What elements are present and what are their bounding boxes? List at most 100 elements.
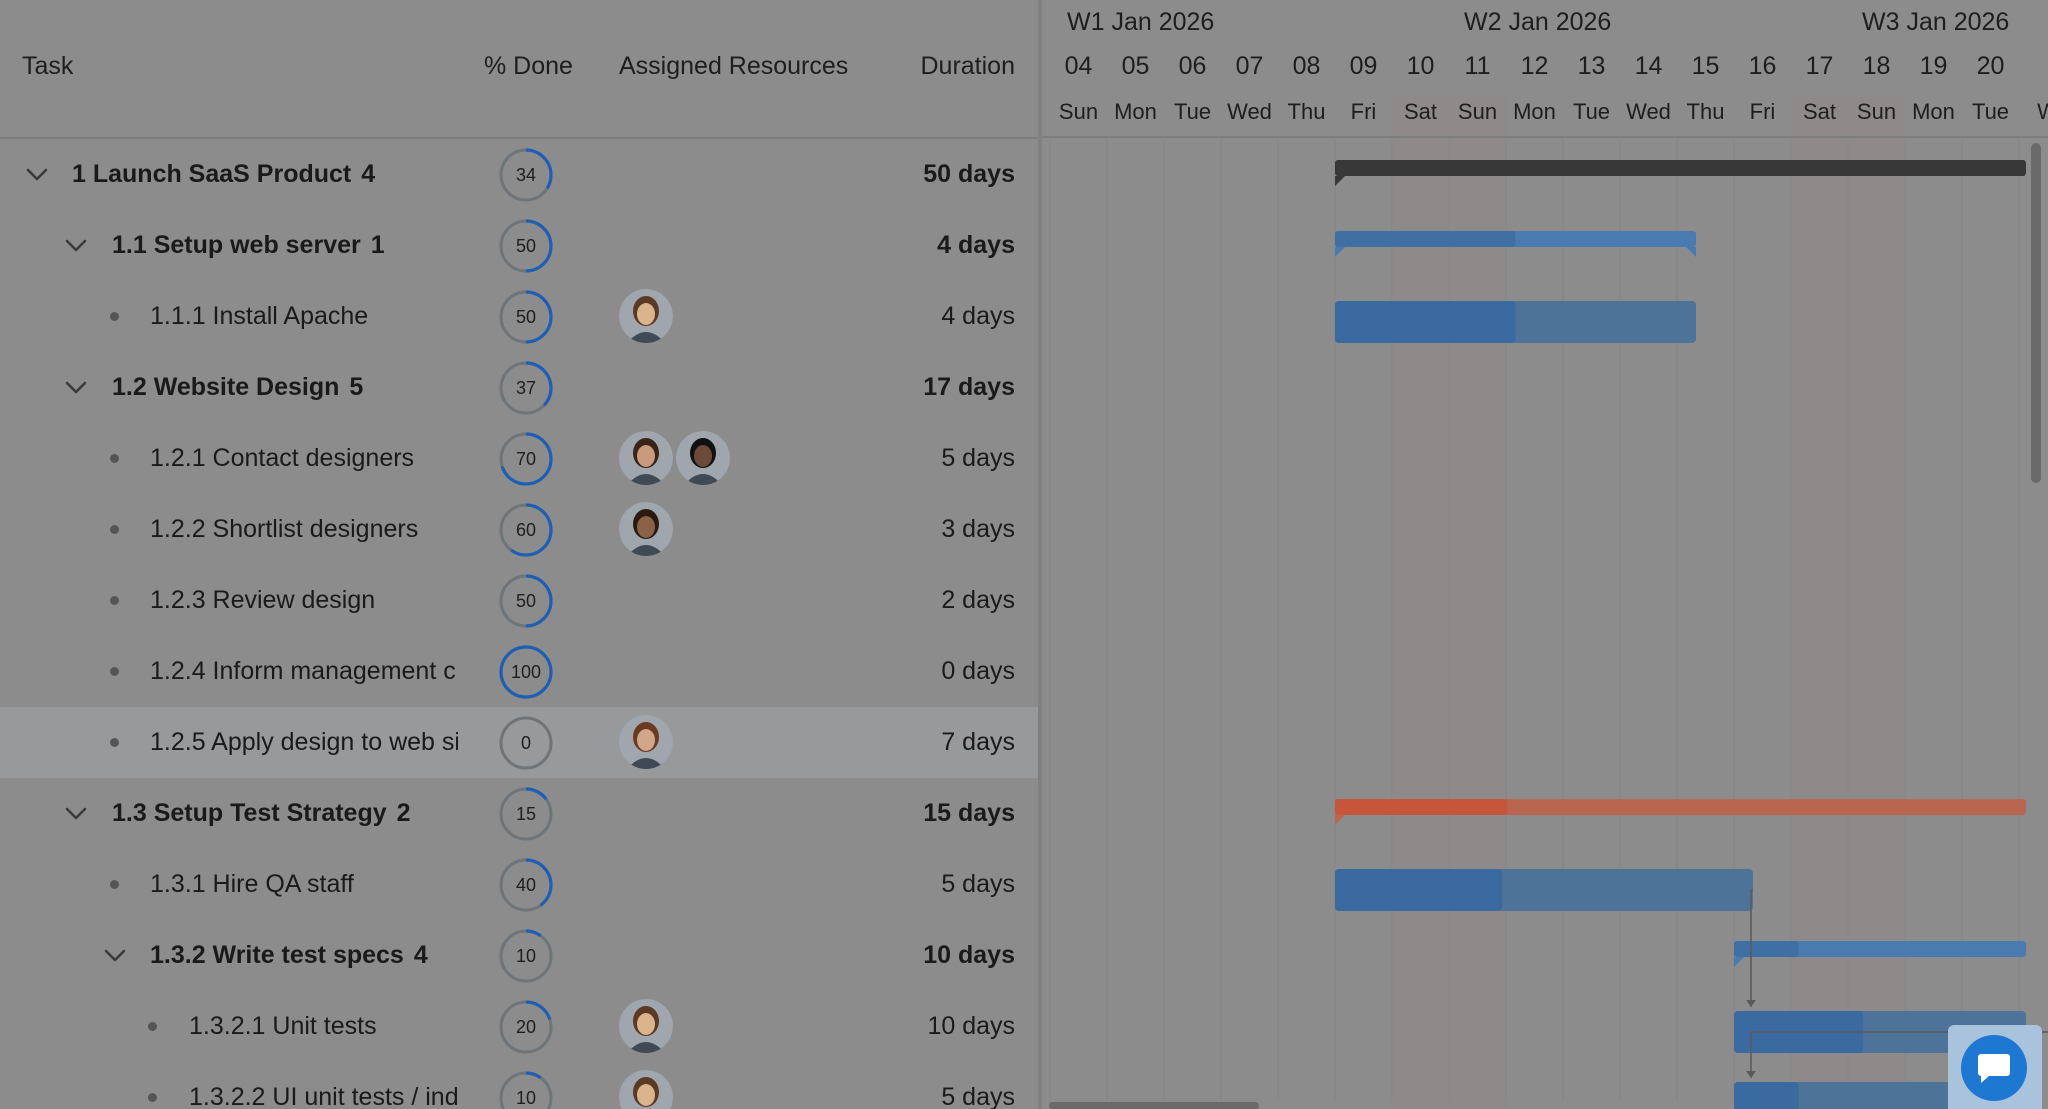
percent-done-ring: 50 xyxy=(498,573,554,629)
day-name: Sat xyxy=(1802,99,1837,124)
collapse-chevron-icon[interactable] xyxy=(62,232,90,260)
chat-button[interactable] xyxy=(1961,1035,2027,1101)
task-row-test-specs[interactable]: 1.3.2 Write test specs 4 10 10 days xyxy=(0,920,1038,991)
day-name: Tue xyxy=(1173,99,1212,124)
day-number: 05 xyxy=(1121,52,1150,80)
task-name[interactable]: 1.3.1 Hire QA staff xyxy=(150,849,458,920)
task-name[interactable]: 1.2 Website Design 5 xyxy=(112,352,458,423)
task-name[interactable]: 1.2.1 Contact designers xyxy=(150,423,458,494)
collapse-chevron-icon[interactable] xyxy=(62,800,90,828)
day-name: Sun xyxy=(1058,99,1099,124)
task-row-test-strategy[interactable]: 1.3 Setup Test Strategy 2 15 15 days xyxy=(0,778,1038,849)
task-row-unit-tests[interactable]: 1.3.2.1 Unit tests 20 10 days xyxy=(0,991,1038,1062)
gantt-chart[interactable]: W1 Jan 2026 W2 Jan 2026 W3 Jan 2026 04 Sun 05… xyxy=(1042,0,2048,1109)
task-label: 1.3.1 Hire QA staff xyxy=(150,870,354,898)
task-duration[interactable]: 17 days xyxy=(923,373,1015,401)
avatar-person-1[interactable] xyxy=(619,999,673,1053)
vertical-scrollbar[interactable] xyxy=(2031,143,2041,483)
task-row-apply-design[interactable]: 1.2.5 Apply design to web si 0 7 days xyxy=(0,707,1038,778)
task-row-shortlist-designers[interactable]: 1.2.2 Shortlist designers 60 3 days xyxy=(0,494,1038,565)
task-label: 1.3.2.1 Unit tests xyxy=(189,1012,377,1040)
task-name[interactable]: 1.2.2 Shortlist designers xyxy=(150,494,458,565)
child-count-badge: 5 xyxy=(349,373,364,401)
avatar-person-1[interactable] xyxy=(619,1070,673,1109)
percent-done-ring: 10 xyxy=(498,1070,554,1109)
leaf-bullet-icon xyxy=(110,667,119,676)
task-duration[interactable]: 5 days xyxy=(941,1083,1015,1109)
task-name[interactable]: 1 Launch SaaS Product 4 xyxy=(72,139,458,210)
day-name: Sat xyxy=(1403,99,1438,124)
percent-done-ring: 60 xyxy=(498,502,554,558)
avatar-person-5[interactable] xyxy=(619,715,673,769)
day-number: 06 xyxy=(1178,52,1207,80)
leaf-bullet-icon xyxy=(110,596,119,605)
column-header-duration[interactable]: Duration xyxy=(920,52,1016,80)
task-name[interactable]: 1.3.2.1 Unit tests xyxy=(189,991,458,1062)
task-row-inform-management[interactable]: 1.2.4 Inform management c 100 0 days xyxy=(0,636,1038,707)
task-row-hire-qa[interactable]: 1.3.1 Hire QA staff 40 5 days xyxy=(0,849,1038,920)
grid-splitter[interactable] xyxy=(1038,0,1042,1109)
day-number: 16 xyxy=(1748,52,1777,80)
task-row-contact-designers[interactable]: 1.2.1 Contact designers 70 5 days xyxy=(0,423,1038,494)
day-name: Tue xyxy=(1572,99,1611,124)
task-duration[interactable]: 4 days xyxy=(937,231,1015,259)
task-name[interactable]: 1.1 Setup web server 1 xyxy=(112,210,458,281)
task-duration[interactable]: 5 days xyxy=(941,444,1015,472)
task-row-web-server[interactable]: 1.1 Setup web server 1 50 4 days xyxy=(0,210,1038,281)
avatar-person-4[interactable] xyxy=(619,502,673,556)
column-header-percent-done[interactable]: % Done xyxy=(484,52,573,80)
task-row-launch[interactable]: 1 Launch SaaS Product 4 34 50 days xyxy=(0,139,1038,210)
percent-done-ring: 34 xyxy=(498,147,554,203)
collapse-chevron-icon[interactable] xyxy=(101,942,129,970)
task-duration[interactable]: 2 days xyxy=(941,586,1015,614)
task-row-website-design[interactable]: 1.2 Website Design 5 37 17 days xyxy=(0,352,1038,423)
task-duration[interactable]: 15 days xyxy=(923,799,1015,827)
task-duration[interactable]: 5 days xyxy=(941,870,1015,898)
day-name: Mon xyxy=(1114,99,1157,124)
summary-progress-test-specs xyxy=(1734,941,1799,957)
task-name[interactable]: 1.3.2 Write test specs 4 xyxy=(150,920,458,991)
percent-done-value: 15 xyxy=(515,804,537,824)
percent-done-ring: 50 xyxy=(498,218,554,274)
task-duration[interactable]: 4 days xyxy=(941,302,1015,330)
task-duration[interactable]: 10 days xyxy=(923,941,1015,969)
column-header-task[interactable]: Task xyxy=(22,52,74,80)
leaf-bullet-icon xyxy=(110,312,119,321)
task-row-ui-tests[interactable]: 1.3.2.2 UI unit tests / indi 10 5 days xyxy=(0,1062,1038,1109)
task-duration[interactable]: 50 days xyxy=(923,160,1015,188)
horizontal-scrollbar[interactable] xyxy=(1049,1102,1259,1109)
task-duration[interactable]: 0 days xyxy=(941,657,1015,685)
task-name[interactable]: 1.3 Setup Test Strategy 2 xyxy=(112,778,458,849)
day-name: Thu xyxy=(1287,99,1326,124)
day-name: Thu xyxy=(1686,99,1725,124)
task-duration[interactable]: 3 days xyxy=(941,515,1015,543)
collapse-chevron-icon[interactable] xyxy=(23,161,51,189)
task-row-review-design[interactable]: 1.2.3 Review design 50 2 days xyxy=(0,565,1038,636)
task-name[interactable]: 1.2.3 Review design xyxy=(150,565,458,636)
child-count-badge: 2 xyxy=(396,799,411,827)
leaf-bullet-icon xyxy=(110,880,119,889)
avatar-person-1[interactable] xyxy=(619,289,673,343)
task-label: 1.3 Setup Test Strategy xyxy=(112,799,387,827)
day-number: 18 xyxy=(1862,52,1891,80)
gantt-canvas xyxy=(1042,96,2048,1109)
day-name: Wed xyxy=(1626,99,1671,124)
column-header-assigned-resources[interactable]: Assigned Resources xyxy=(619,52,849,80)
percent-done-value: 50 xyxy=(515,236,537,256)
avatar-person-2[interactable] xyxy=(619,431,673,485)
task-row-apache[interactable]: 1.1.1 Install Apache 50 4 days xyxy=(0,281,1038,352)
weekend-column xyxy=(1848,96,1905,1109)
task-duration[interactable]: 10 days xyxy=(927,1012,1015,1040)
child-count-badge: 1 xyxy=(370,231,385,259)
task-name[interactable]: 1.3.2.2 UI unit tests / indi xyxy=(189,1062,458,1109)
task-name[interactable]: 1.2.4 Inform management c xyxy=(150,636,458,707)
task-name[interactable]: 1.1.1 Install Apache xyxy=(150,281,458,352)
chat-widget[interactable] xyxy=(1948,1025,2042,1109)
leaf-bullet-icon xyxy=(110,454,119,463)
task-duration[interactable]: 7 days xyxy=(941,728,1015,756)
day-number: 19 xyxy=(1919,52,1948,80)
task-name[interactable]: 1.2.5 Apply design to web si xyxy=(150,707,458,778)
avatar-person-3[interactable] xyxy=(676,431,730,485)
day-number: 09 xyxy=(1349,52,1378,80)
collapse-chevron-icon[interactable] xyxy=(62,374,90,402)
